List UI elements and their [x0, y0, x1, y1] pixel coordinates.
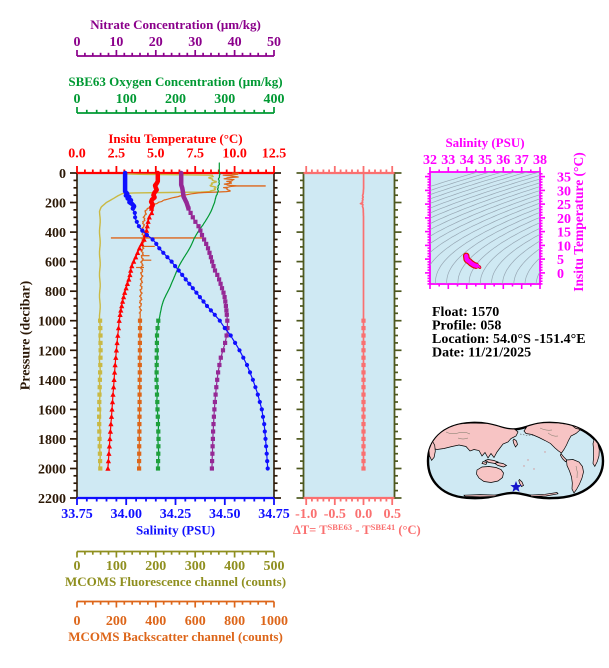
svg-text:Pressure (decibar): Pressure (decibar) — [19, 280, 34, 390]
svg-text:35: 35 — [478, 153, 492, 168]
svg-text:Location: 54.0°S -151.4°E: Location: 54.0°S -151.4°E — [432, 332, 586, 347]
svg-text:MCOMS Backscatter channel (cou: MCOMS Backscatter channel (counts) — [68, 629, 283, 644]
svg-text:33.75: 33.75 — [61, 507, 93, 522]
svg-text:10: 10 — [557, 239, 571, 254]
svg-text:10: 10 — [109, 35, 123, 50]
svg-text:200: 200 — [45, 197, 66, 212]
svg-text:5.0: 5.0 — [147, 147, 165, 162]
svg-text:100: 100 — [116, 92, 137, 107]
svg-text:36: 36 — [496, 153, 510, 168]
svg-text:30: 30 — [557, 184, 571, 199]
svg-text:34: 34 — [460, 153, 474, 168]
svg-text:1200: 1200 — [38, 344, 66, 359]
svg-text:2000: 2000 — [38, 463, 66, 478]
svg-text:200: 200 — [145, 559, 166, 574]
svg-text:20: 20 — [149, 35, 163, 50]
svg-text:MCOMS Fluorescence channel (co: MCOMS Fluorescence channel (counts) — [65, 574, 286, 589]
svg-text:2200: 2200 — [38, 492, 66, 507]
svg-text:32: 32 — [423, 153, 437, 168]
svg-text:33: 33 — [441, 153, 455, 168]
svg-text:400: 400 — [45, 226, 66, 241]
svg-text:7.5: 7.5 — [186, 147, 204, 162]
svg-text:34.25: 34.25 — [160, 507, 192, 522]
svg-text:50: 50 — [267, 35, 281, 50]
svg-text:34.75: 34.75 — [258, 507, 290, 522]
svg-text:1000: 1000 — [260, 614, 288, 629]
svg-text:800: 800 — [45, 285, 66, 300]
svg-text:34.50: 34.50 — [209, 507, 241, 522]
svg-text:0: 0 — [557, 267, 564, 282]
svg-text:300: 300 — [185, 559, 206, 574]
svg-text:600: 600 — [45, 256, 66, 271]
svg-text:Date: 11/21/2025: Date: 11/21/2025 — [432, 346, 531, 361]
svg-text:Float: 1570: Float: 1570 — [432, 305, 499, 320]
svg-text:200: 200 — [165, 92, 186, 107]
svg-text:35: 35 — [557, 171, 571, 186]
svg-text:-1.0: -1.0 — [295, 507, 317, 522]
svg-text:400: 400 — [145, 614, 166, 629]
svg-text:15: 15 — [557, 226, 571, 241]
svg-text:1400: 1400 — [38, 374, 66, 389]
svg-text:2.5: 2.5 — [108, 147, 126, 162]
svg-text:600: 600 — [185, 614, 206, 629]
svg-text:0.0: 0.0 — [68, 147, 86, 162]
svg-text:Insitu Temperature (°C): Insitu Temperature (°C) — [108, 131, 242, 146]
svg-text:800: 800 — [224, 614, 245, 629]
svg-text:1600: 1600 — [38, 403, 66, 418]
svg-text:Nitrate Concentration (μm/kg): Nitrate Concentration (μm/kg) — [90, 17, 261, 32]
svg-text:20: 20 — [557, 212, 571, 227]
svg-text:12.5: 12.5 — [262, 147, 287, 162]
svg-text:Salinity (PSU): Salinity (PSU) — [445, 135, 524, 150]
svg-text:-0.5: -0.5 — [324, 507, 346, 522]
svg-text:34.00: 34.00 — [110, 507, 142, 522]
svg-text:0: 0 — [74, 559, 81, 574]
svg-text:5: 5 — [557, 253, 564, 268]
svg-text:0.5: 0.5 — [383, 507, 401, 522]
svg-text:ΔT= TSBE63 - TSBE41 (°C): ΔT= TSBE63 - TSBE41 (°C) — [293, 522, 421, 537]
svg-text:0: 0 — [74, 92, 81, 107]
svg-text:500: 500 — [264, 559, 285, 574]
svg-text:SBE63 Oxygen Concentration (μm: SBE63 Oxygen Concentration (μm/kg) — [68, 74, 282, 89]
svg-text:0.0: 0.0 — [355, 507, 373, 522]
svg-text:0: 0 — [74, 35, 81, 50]
svg-text:0: 0 — [59, 167, 66, 182]
svg-text:Salinity (PSU): Salinity (PSU) — [136, 523, 215, 538]
svg-text:Profile: 058: Profile: 058 — [432, 319, 501, 334]
svg-text:37: 37 — [515, 153, 529, 168]
svg-text:400: 400 — [224, 559, 245, 574]
svg-text:1800: 1800 — [38, 433, 66, 448]
svg-text:100: 100 — [106, 559, 127, 574]
svg-text:300: 300 — [214, 92, 235, 107]
svg-text:25: 25 — [557, 198, 571, 213]
svg-text:40: 40 — [228, 35, 242, 50]
svg-text:10.0: 10.0 — [222, 147, 247, 162]
svg-text:200: 200 — [106, 614, 127, 629]
svg-text:400: 400 — [264, 92, 285, 107]
svg-text:1000: 1000 — [38, 315, 66, 330]
svg-text:Insitu Temperature (°C): Insitu Temperature (°C) — [571, 152, 586, 291]
svg-text:30: 30 — [188, 35, 202, 50]
svg-text:0: 0 — [74, 614, 81, 629]
svg-text:38: 38 — [533, 153, 547, 168]
